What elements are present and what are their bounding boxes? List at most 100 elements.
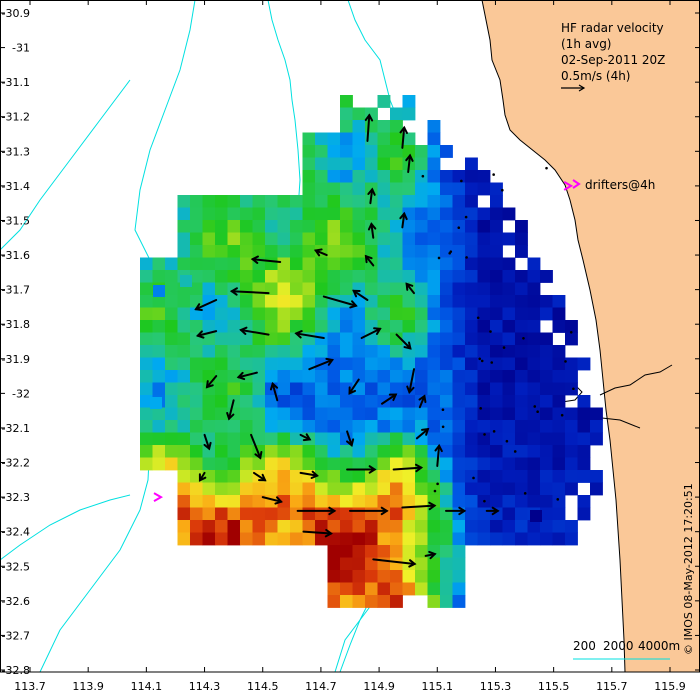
- velocity-cell: [352, 370, 366, 383]
- velocity-cell: [415, 295, 428, 308]
- velocity-cell: [577, 507, 591, 521]
- velocity-cell: [552, 420, 566, 433]
- velocity-cell: [390, 432, 403, 446]
- velocity-arrow: [395, 333, 412, 350]
- velocity-cell: [440, 170, 453, 183]
- velocity-cell: [515, 470, 528, 483]
- velocity-cell: [240, 357, 253, 371]
- velocity-cell: [565, 320, 578, 333]
- velocity-cell: [227, 457, 241, 471]
- velocity-cell: [402, 520, 416, 533]
- velocity-cell: [340, 182, 353, 196]
- velocity-cell: [152, 320, 166, 333]
- velocity-cell: [452, 170, 466, 183]
- velocity-cell: [202, 320, 216, 333]
- velocity-cell: [477, 507, 491, 521]
- velocity-arrow: [229, 287, 270, 296]
- velocity-cell: [527, 457, 541, 471]
- velocity-cell: [477, 395, 491, 408]
- velocity-cell: [190, 382, 203, 396]
- velocity-arrow: [250, 255, 282, 264]
- velocity-cell: [152, 307, 166, 321]
- velocity-cell: [227, 307, 241, 321]
- velocity-cell: [340, 482, 353, 496]
- velocity-cell: [315, 332, 328, 346]
- velocity-arrow: [313, 248, 328, 257]
- lon-tick-label: 115.5: [538, 680, 570, 693]
- velocity-cell: [440, 395, 453, 408]
- velocity-cell: [352, 332, 366, 346]
- velocity-cell: [327, 420, 341, 433]
- velocity-cell: [515, 432, 528, 446]
- velocity-cell: [452, 295, 466, 308]
- velocity-cell: [440, 520, 453, 533]
- velocity-cell: [440, 182, 453, 196]
- velocity-cell: [452, 495, 466, 508]
- velocity-cell: [490, 445, 503, 458]
- velocity-cell: [440, 295, 453, 308]
- velocity-cell: [340, 545, 353, 558]
- velocity-arrow: [364, 254, 375, 267]
- velocity-cell: [452, 257, 466, 271]
- velocity-cell: [527, 282, 541, 296]
- velocity-arrow: [348, 378, 360, 395]
- velocity-cell: [515, 282, 528, 296]
- velocity-dot: [523, 492, 527, 495]
- velocity-cell: [290, 195, 303, 208]
- velocity-cell: [190, 270, 203, 283]
- velocity-cell: [240, 457, 253, 471]
- velocity-cell: [177, 307, 191, 321]
- velocity-cell: [540, 532, 553, 546]
- velocity-cell: [215, 495, 228, 508]
- lon-tick-label: 114.3: [189, 680, 221, 693]
- velocity-cell: [140, 307, 153, 321]
- velocity-cell: [415, 557, 428, 571]
- velocity-cell: [327, 495, 341, 508]
- velocity-cell: [215, 457, 228, 471]
- velocity-cell: [527, 532, 541, 546]
- velocity-cell: [352, 420, 366, 433]
- velocity-cell: [165, 320, 178, 333]
- velocity-cell: [177, 295, 191, 308]
- velocity-cell: [177, 357, 191, 371]
- velocity-cell: [502, 370, 516, 383]
- velocity-cell: [377, 270, 391, 283]
- velocity-cell: [415, 332, 428, 346]
- velocity-cell: [240, 495, 253, 508]
- velocity-cell: [427, 570, 441, 583]
- velocity-cell: [215, 407, 228, 421]
- velocity-cell: [290, 420, 303, 433]
- velocity-cell: [365, 570, 378, 583]
- velocity-cell: [452, 545, 466, 558]
- velocity-cell: [202, 220, 216, 233]
- lat-tick-label: -32: [12, 387, 30, 400]
- velocity-arrow: [203, 433, 212, 451]
- velocity-cell: [190, 420, 203, 433]
- velocity-cell: [427, 420, 441, 433]
- velocity-cell: [377, 345, 391, 358]
- velocity-cell: [365, 357, 378, 371]
- velocity-cell: [190, 482, 203, 496]
- velocity-cell: [440, 145, 453, 158]
- velocity-cell: [202, 470, 216, 483]
- velocity-cell: [365, 157, 378, 171]
- velocity-cell: [152, 357, 166, 371]
- velocity-cell: [277, 220, 291, 233]
- velocity-cell: [140, 395, 153, 408]
- velocity-cell: [265, 245, 278, 258]
- velocity-cell: [427, 470, 441, 483]
- velocity-cell: [527, 382, 541, 396]
- velocity-cell: [390, 382, 403, 396]
- velocity-cell: [577, 420, 591, 433]
- velocity-cell: [490, 270, 503, 283]
- lat-tick-label: -31.2: [2, 111, 30, 124]
- velocity-cell: [465, 395, 478, 408]
- velocity-cell: [315, 170, 328, 183]
- velocity-cell: [265, 520, 278, 533]
- velocity-cell: [465, 157, 478, 171]
- velocity-cell: [365, 170, 378, 183]
- velocity-cell: [415, 207, 428, 221]
- velocity-cell: [440, 582, 453, 596]
- velocity-cell: [377, 295, 391, 308]
